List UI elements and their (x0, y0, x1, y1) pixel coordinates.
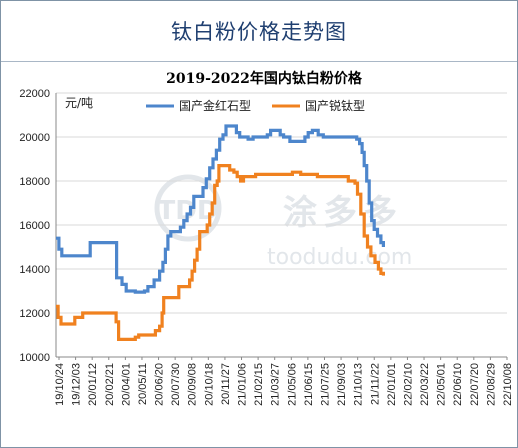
y-tick-label: 14000 (19, 264, 50, 276)
chart-title: 2019-2022年国内钛白粉价格 (166, 70, 363, 87)
x-tick-label: 21/02/15 (253, 363, 265, 406)
x-tick-label: 19/10/24 (54, 363, 66, 406)
x-tick-label: 21/09/03 (336, 363, 348, 406)
page-title: 钛白粉价格走势图 (171, 20, 347, 44)
page-title-band: 钛白粉价格走势图 (1, 1, 517, 61)
x-tick-label: 21/10/13 (353, 363, 365, 406)
x-tick-label: 20/02/21 (104, 363, 116, 406)
x-tick-label: 20/11/27 (220, 363, 232, 405)
x-tick-label: 21/05/06 (286, 363, 298, 406)
x-tick-label: 21/01/06 (237, 363, 249, 406)
y-tick-label: 20000 (19, 132, 50, 144)
y-tick-label: 16000 (19, 220, 50, 232)
x-tick-label: 20/05/11 (137, 363, 149, 405)
x-tick-label: 22/03/22 (419, 363, 431, 406)
x-tick-label: 22/06/10 (452, 363, 464, 406)
y-tick-label: 18000 (19, 176, 50, 188)
x-tick-label: 22/08/29 (485, 363, 497, 406)
x-tick-label: 21/07/25 (319, 363, 331, 406)
x-tick-label: 22/01/01 (386, 363, 398, 406)
x-tick-label: 20/06/20 (154, 363, 166, 406)
watermark-brand: 涂多多 (283, 193, 403, 233)
x-tick-label: 22/10/08 (502, 363, 514, 406)
legend-label: 国产金红石型 (179, 98, 251, 113)
x-tick-label: 22/07/20 (469, 363, 481, 406)
series-line-1 (56, 164, 385, 341)
x-tick-label: 20/04/01 (120, 363, 132, 406)
x-tick-label: 21/03/27 (270, 363, 282, 406)
x-tick-label: 19/12/03 (71, 363, 83, 406)
x-tick-label: 21/06/15 (303, 363, 315, 406)
x-tick-label: 20/07/30 (170, 363, 182, 406)
watermark-url: toodudu.com (267, 245, 412, 270)
y-tick-label: 10000 (19, 352, 50, 364)
x-tick-label: 20/09/08 (187, 363, 199, 406)
price-line-chart: TDD 涂多多toodudu.com10000120001400016000180… (19, 70, 514, 406)
x-tick-label: 20/10/18 (203, 363, 215, 406)
y-tick-label: 12000 (19, 308, 50, 320)
title-divider (1, 61, 517, 62)
x-tick-label: 22/02/10 (402, 363, 414, 406)
x-tick-label: 21/11/22 (369, 363, 381, 405)
x-tick-label: 22/05/01 (436, 363, 448, 406)
y-tick-label: 22000 (19, 88, 50, 100)
series-line-0 (56, 124, 385, 294)
legend-label: 国产锐钛型 (305, 98, 365, 113)
y-axis-unit-label: 元/吨 (65, 96, 93, 110)
x-tick-label: 20/01/12 (87, 363, 99, 406)
watermark-logo-ring (154, 174, 222, 242)
